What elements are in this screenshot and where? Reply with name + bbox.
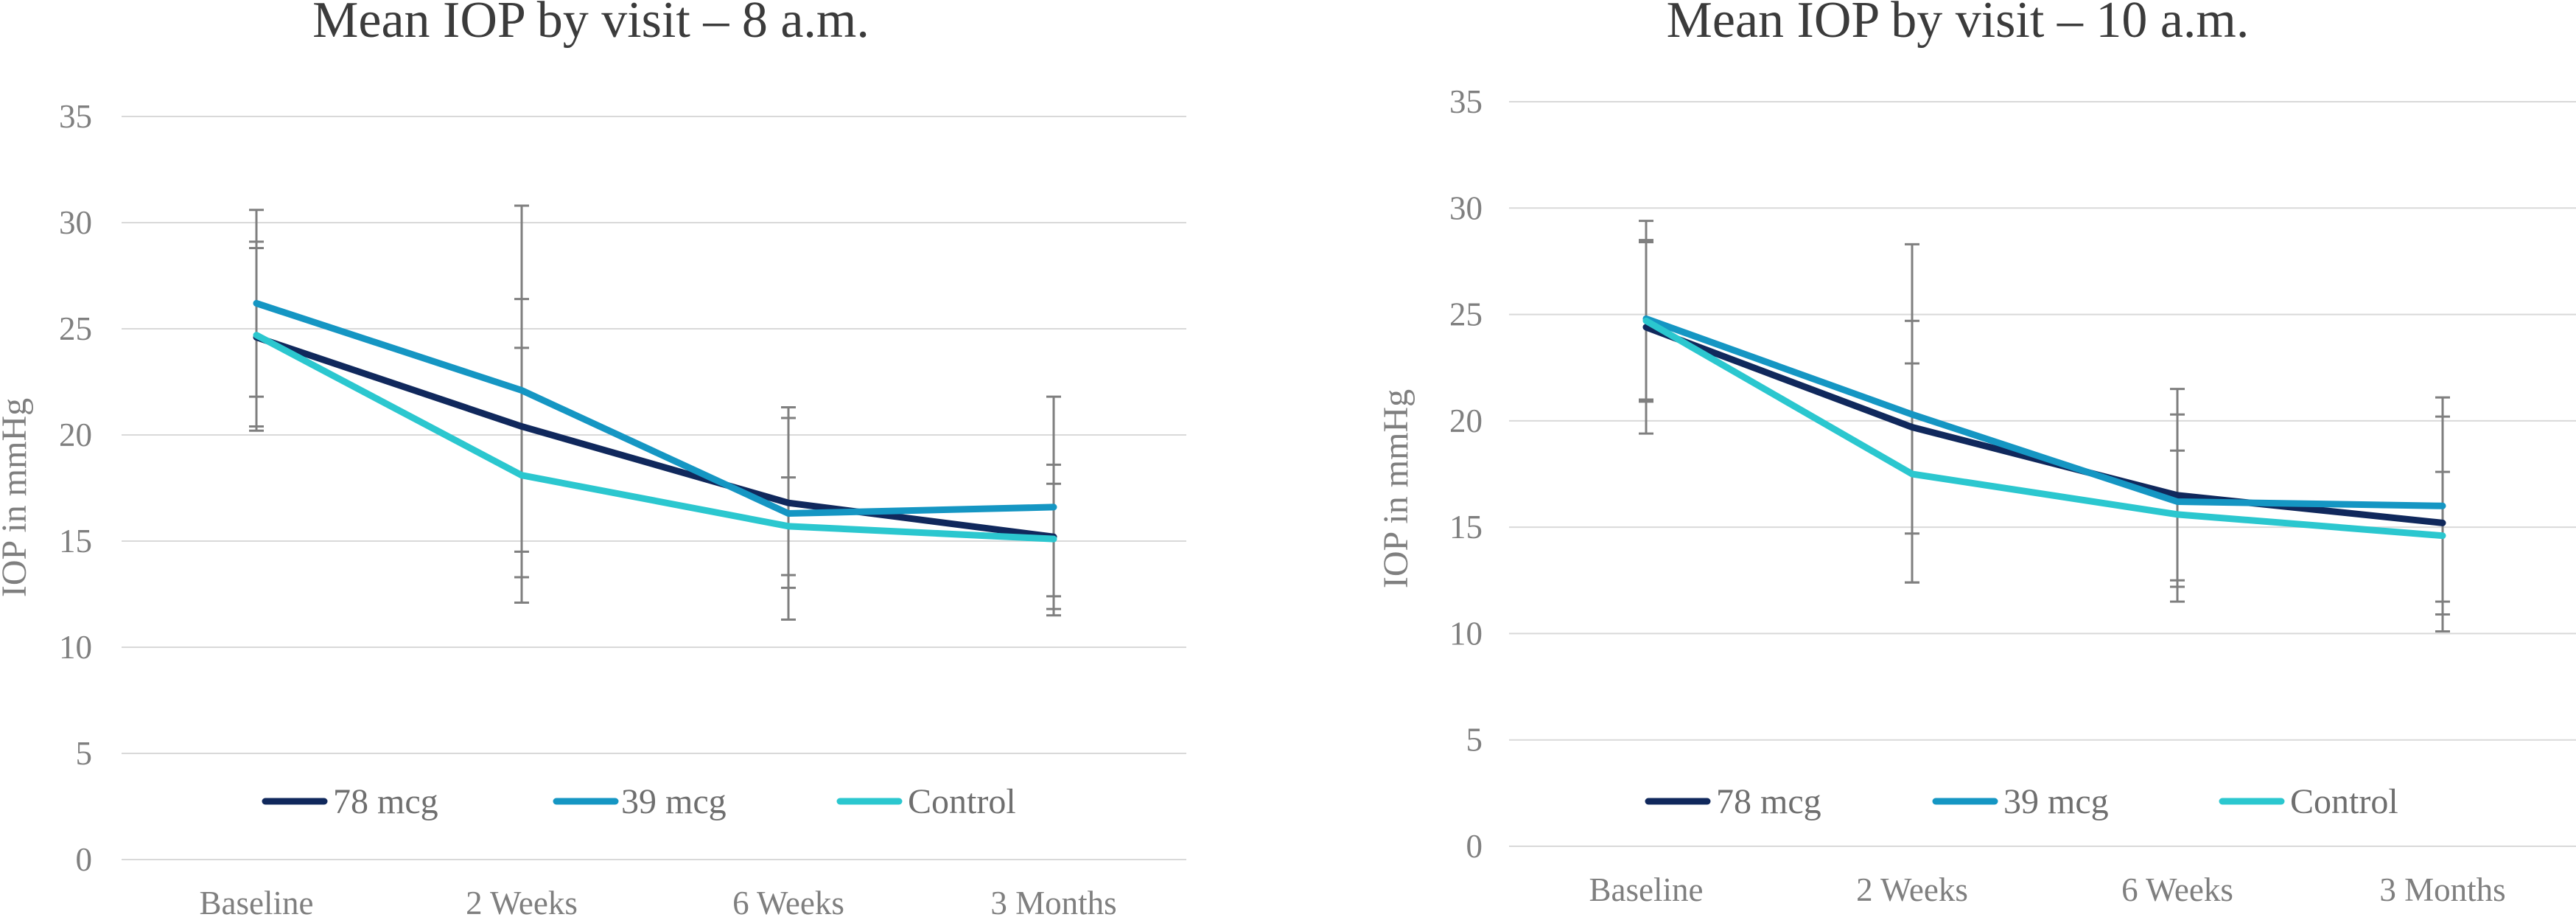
series-line-78-mcg — [253, 334, 1057, 540]
legend: 78 mcg 39 mcg Control — [262, 782, 1016, 821]
y-tick-label: 20 — [59, 417, 92, 453]
x-tick-label: 3 Months — [990, 885, 1116, 916]
x-tick-label: 6 Weeks — [732, 885, 844, 916]
y-tick-label: 30 — [1449, 189, 1483, 226]
series-line-control — [253, 332, 1057, 543]
x-tick-label: 2 Weeks — [466, 885, 578, 916]
y-tick-label: 0 — [1466, 828, 1483, 865]
y-axis-label: IOP in mmHg — [0, 398, 34, 597]
x-tick-label: 3 Months — [2379, 871, 2505, 908]
series-line-39-mcg — [253, 299, 1057, 518]
error-bar-control — [2170, 449, 2185, 588]
series-line-39-mcg — [1642, 315, 2446, 509]
y-axis-label: IOP in mmHg — [1376, 389, 1415, 588]
error-bar-control — [1046, 482, 1061, 610]
chart-1: Mean IOP by visit – 8 a.m. 0 5 10 15 20 25 30 35… — [0, 0, 1186, 920]
x-tick-label: Baseline — [1589, 871, 1704, 908]
legend-label-control: Control — [908, 782, 1016, 821]
y-tick-label: 0 — [76, 841, 93, 878]
x-tick-label: Baseline — [200, 885, 314, 916]
legend-label-control: Control — [2290, 782, 2398, 821]
y-tick-label: 35 — [59, 98, 92, 135]
legend-label-39-mcg: 39 mcg — [621, 782, 727, 821]
legend-label-78-mcg: 78 mcg — [1716, 782, 1821, 821]
y-tick-label: 25 — [1449, 296, 1483, 333]
legend: 78 mcg 39 mcg Control — [1645, 782, 2398, 821]
y-tick-label: 25 — [59, 310, 92, 347]
y-tick-label: 10 — [1449, 615, 1483, 652]
y-tick-label: 10 — [59, 629, 92, 666]
y-tick-label: 5 — [1466, 722, 1483, 759]
y-tick-label: 30 — [59, 204, 92, 241]
x-tick-label: 2 Weeks — [1856, 871, 1968, 908]
y-tick-label: 35 — [1449, 83, 1483, 120]
y-tick-label: 15 — [1449, 509, 1483, 546]
y-tick-label: 5 — [76, 735, 93, 772]
legend-label-39-mcg: 39 mcg — [2003, 782, 2109, 821]
series-line-control — [1642, 317, 2446, 540]
x-tick-label: 6 Weeks — [2121, 871, 2233, 908]
y-tick-label: 15 — [59, 523, 92, 560]
y-tick-label: 20 — [1449, 402, 1483, 439]
chart-title: Mean IOP by visit – 10 a.m. — [1667, 0, 2250, 49]
chart-title: Mean IOP by visit – 8 a.m. — [312, 0, 869, 49]
legend-label-78-mcg: 78 mcg — [333, 782, 438, 821]
chart-2: Mean IOP by visit – 10 a.m. 0 5 10 15 20 25 30 3… — [1376, 0, 2576, 908]
